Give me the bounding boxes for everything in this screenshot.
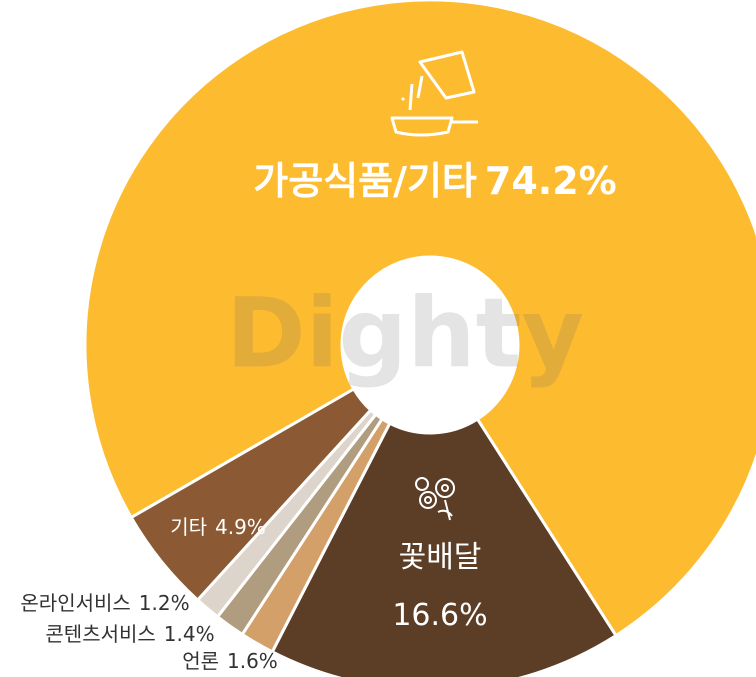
category-name: 온라인서비스 — [20, 591, 130, 615]
value-label: 74.2% — [485, 159, 617, 203]
value-label: 1.6% — [227, 649, 278, 673]
slices — [83, 0, 756, 677]
flower-icon — [415, 477, 455, 521]
category-name: 가공식품/기타 — [253, 159, 477, 203]
slice-label: 가공식품/기타 74.2% — [253, 159, 616, 203]
slice-label: 온라인서비스 1.2% — [20, 591, 189, 615]
value-label: 4.9% — [215, 515, 266, 539]
slice-label: 꽃배달 16.6% — [392, 540, 487, 633]
category-name: 꽃배달 — [399, 540, 482, 575]
watermark: Dighty — [226, 277, 584, 389]
slice-label: 기타 4.9% — [170, 515, 266, 539]
food-icon — [390, 50, 478, 137]
value-label: 16.6% — [392, 598, 487, 633]
donut-hole — [342, 257, 518, 433]
slice-label: 콘텐츠서비스 1.4% — [45, 622, 214, 646]
category-name: 콘텐츠서비스 — [45, 622, 155, 646]
slice-label: 언론 1.6% — [182, 649, 278, 673]
value-label: 1.4% — [164, 622, 215, 646]
category-name: 언론 — [182, 649, 219, 673]
category-name: 기타 — [170, 515, 207, 539]
value-label: 1.2% — [139, 591, 190, 615]
